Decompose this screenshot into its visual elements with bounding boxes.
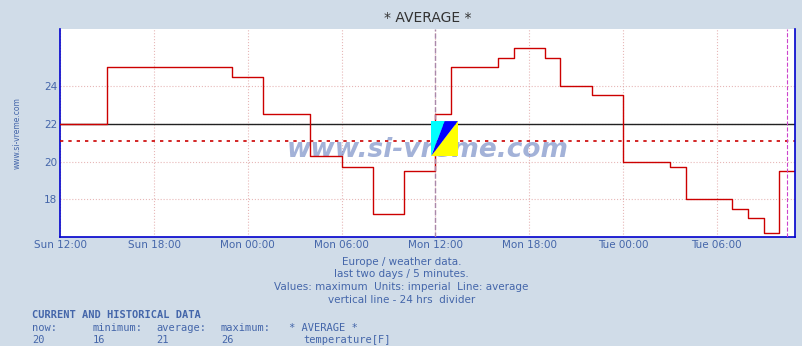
Text: maximum:: maximum: xyxy=(221,324,270,334)
Polygon shape xyxy=(431,121,444,156)
Text: temperature[F]: temperature[F] xyxy=(303,335,391,345)
Polygon shape xyxy=(431,121,457,156)
Text: vertical line - 24 hrs  divider: vertical line - 24 hrs divider xyxy=(327,295,475,305)
Text: 26: 26 xyxy=(221,335,233,345)
Polygon shape xyxy=(431,121,457,156)
Text: now:: now: xyxy=(32,324,57,334)
Text: average:: average: xyxy=(156,324,206,334)
Text: www.si-vreme.com: www.si-vreme.com xyxy=(13,97,22,169)
Text: * AVERAGE *: * AVERAGE * xyxy=(289,324,358,334)
Text: CURRENT AND HISTORICAL DATA: CURRENT AND HISTORICAL DATA xyxy=(32,310,200,320)
Text: 20: 20 xyxy=(32,335,45,345)
Text: minimum:: minimum: xyxy=(92,324,142,334)
Text: last two days / 5 minutes.: last two days / 5 minutes. xyxy=(334,270,468,280)
Text: www.si-vreme.com: www.si-vreme.com xyxy=(286,137,568,163)
Title: * AVERAGE *: * AVERAGE * xyxy=(383,11,471,26)
Text: 21: 21 xyxy=(156,335,169,345)
Text: Values: maximum  Units: imperial  Line: average: Values: maximum Units: imperial Line: av… xyxy=(274,282,528,292)
Text: Europe / weather data.: Europe / weather data. xyxy=(342,257,460,267)
Text: 16: 16 xyxy=(92,335,105,345)
